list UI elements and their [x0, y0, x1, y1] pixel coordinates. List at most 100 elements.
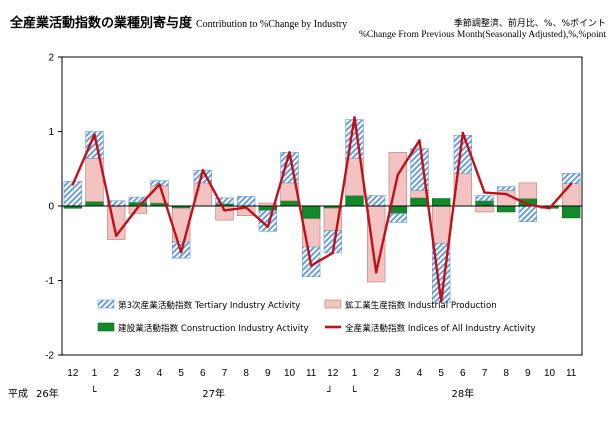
x-tick-label: 2	[373, 368, 379, 379]
x-tick-label: 4	[157, 368, 163, 379]
line-point	[244, 206, 248, 209]
x-tick-label: 8	[243, 368, 249, 379]
bar-tertiary	[366, 195, 386, 207]
units-note-english: %Change From Previous Month(Seasonally A…	[359, 30, 606, 40]
line-point	[548, 207, 551, 210]
bar-construction	[410, 197, 429, 207]
line-point	[504, 192, 508, 196]
line-point	[179, 250, 183, 254]
line-point	[201, 169, 205, 172]
bar-construction	[496, 205, 516, 213]
bar-construction	[301, 205, 321, 219]
legend-swatch-tertiary	[97, 299, 115, 309]
x-tick-label: 11	[566, 368, 577, 379]
legend-label-industrial: 鉱工業生産指数 Industrial Production	[345, 299, 497, 311]
legend: 第3次産業活動指数 Tertiary Industry Activity 鉱工業生…	[97, 299, 536, 334]
bars-layer	[63, 119, 581, 304]
year-boundary-mark: ┘	[327, 385, 333, 398]
y-tick-label: -1	[45, 276, 54, 287]
units-note-japanese: 季節調整済、前月比、%、%ポイント	[453, 19, 606, 29]
year-label: 28年	[451, 387, 474, 400]
bar-industrial	[518, 182, 538, 199]
line-point	[223, 209, 226, 212]
line-point	[114, 234, 118, 237]
x-tick-label: 3	[395, 368, 401, 379]
line-point	[331, 251, 335, 255]
bar-tertiary	[561, 172, 581, 184]
line-point	[374, 271, 378, 274]
x-tick-label: 7	[222, 368, 228, 379]
x-tick-label: 11	[306, 368, 317, 379]
legend-swatch-industrial	[324, 299, 342, 309]
x-tick-label: 10	[284, 368, 296, 379]
x-tick-label: 5	[438, 368, 444, 379]
line-point	[93, 133, 96, 136]
bar-tertiary	[215, 197, 234, 205]
line-point	[483, 191, 486, 194]
bar-construction	[431, 198, 451, 207]
bar-tertiary	[236, 196, 256, 207]
bar-industrial	[475, 205, 494, 213]
line-point	[158, 183, 161, 186]
x-tick-label: 7	[482, 368, 488, 379]
x-tick-label: 12	[67, 368, 79, 379]
line-point	[136, 206, 140, 209]
x-tick-label: 6	[200, 368, 206, 379]
line-point	[439, 300, 443, 303]
bar-tertiary	[388, 213, 408, 223]
bar-construction	[561, 205, 581, 219]
y-tick-label: 1	[48, 127, 54, 138]
year-boundary-mark: └	[91, 385, 98, 398]
x-tick-label: 1	[352, 368, 358, 379]
line-point	[309, 264, 313, 267]
bar-industrial	[431, 205, 451, 244]
chart-title: 全産業活動指数の業種別寄与度 Contribution to %Change by…	[10, 12, 347, 31]
y-axis-ticks: 2 1 0 -1 -2	[45, 53, 62, 362]
x-tick-label: 8	[503, 368, 509, 379]
x-tick-label: 5	[178, 368, 184, 379]
line-point	[418, 139, 421, 142]
era-label: 平成	[8, 388, 28, 400]
x-tick-label: 10	[544, 368, 556, 379]
y-tick-label: 2	[48, 53, 54, 64]
bar-tertiary	[518, 205, 538, 222]
line-point	[288, 151, 291, 154]
y-tick-label: 0	[48, 202, 54, 213]
legend-label-tertiary: 第3次産業活動指数 Tertiary Industry Activity	[118, 299, 300, 311]
legend-label-all_industry: 全産業活動指数 Indices of All Industry Activity	[345, 322, 536, 334]
line-point	[396, 173, 400, 176]
x-axis-ticks: 12 1 2 3 4 5 6 7 8 9 10 11 12 1 2 3 4 5 6 7 8 9 10 11	[67, 368, 577, 379]
legend-label-construction: 建設業活動指数 Construction Industry Activity	[118, 322, 309, 334]
bar-construction	[128, 201, 148, 207]
bar-tertiary	[475, 195, 494, 202]
line-point	[526, 203, 530, 206]
x-tick-label: 9	[525, 368, 531, 379]
year-label: 26年	[36, 387, 59, 400]
bar-construction	[85, 201, 104, 207]
x-tick-label: 3	[135, 368, 141, 379]
bar-construction	[475, 200, 494, 207]
line-point	[266, 225, 270, 229]
line-point	[71, 183, 75, 186]
chart-title-english: Contribution to %Change by Industry	[196, 19, 348, 30]
x-tick-label: 4	[417, 368, 423, 379]
bar-construction	[280, 200, 299, 207]
line-point	[353, 116, 356, 119]
bar-construction	[345, 195, 364, 207]
x-tick-label: 12	[327, 368, 339, 379]
x-tick-label: 2	[113, 368, 119, 379]
x-tick-label: 1	[92, 368, 98, 379]
x-tick-label: 6	[460, 368, 466, 379]
line-point	[461, 131, 465, 135]
chart-title-japanese: 全産業活動指数の業種別寄与度	[10, 16, 193, 31]
y-tick-label: -2	[45, 351, 54, 362]
x-tick-label: 9	[265, 368, 271, 379]
legend-swatch-construction	[97, 322, 115, 332]
line-point	[569, 182, 573, 185]
line-layer	[71, 116, 573, 303]
year-labels: 平成 26年 27年 28年 └ ┘ └	[8, 385, 474, 400]
bar-industrial	[561, 183, 581, 207]
bar-tertiary	[496, 186, 516, 191]
year-boundary-mark: └	[351, 385, 358, 398]
